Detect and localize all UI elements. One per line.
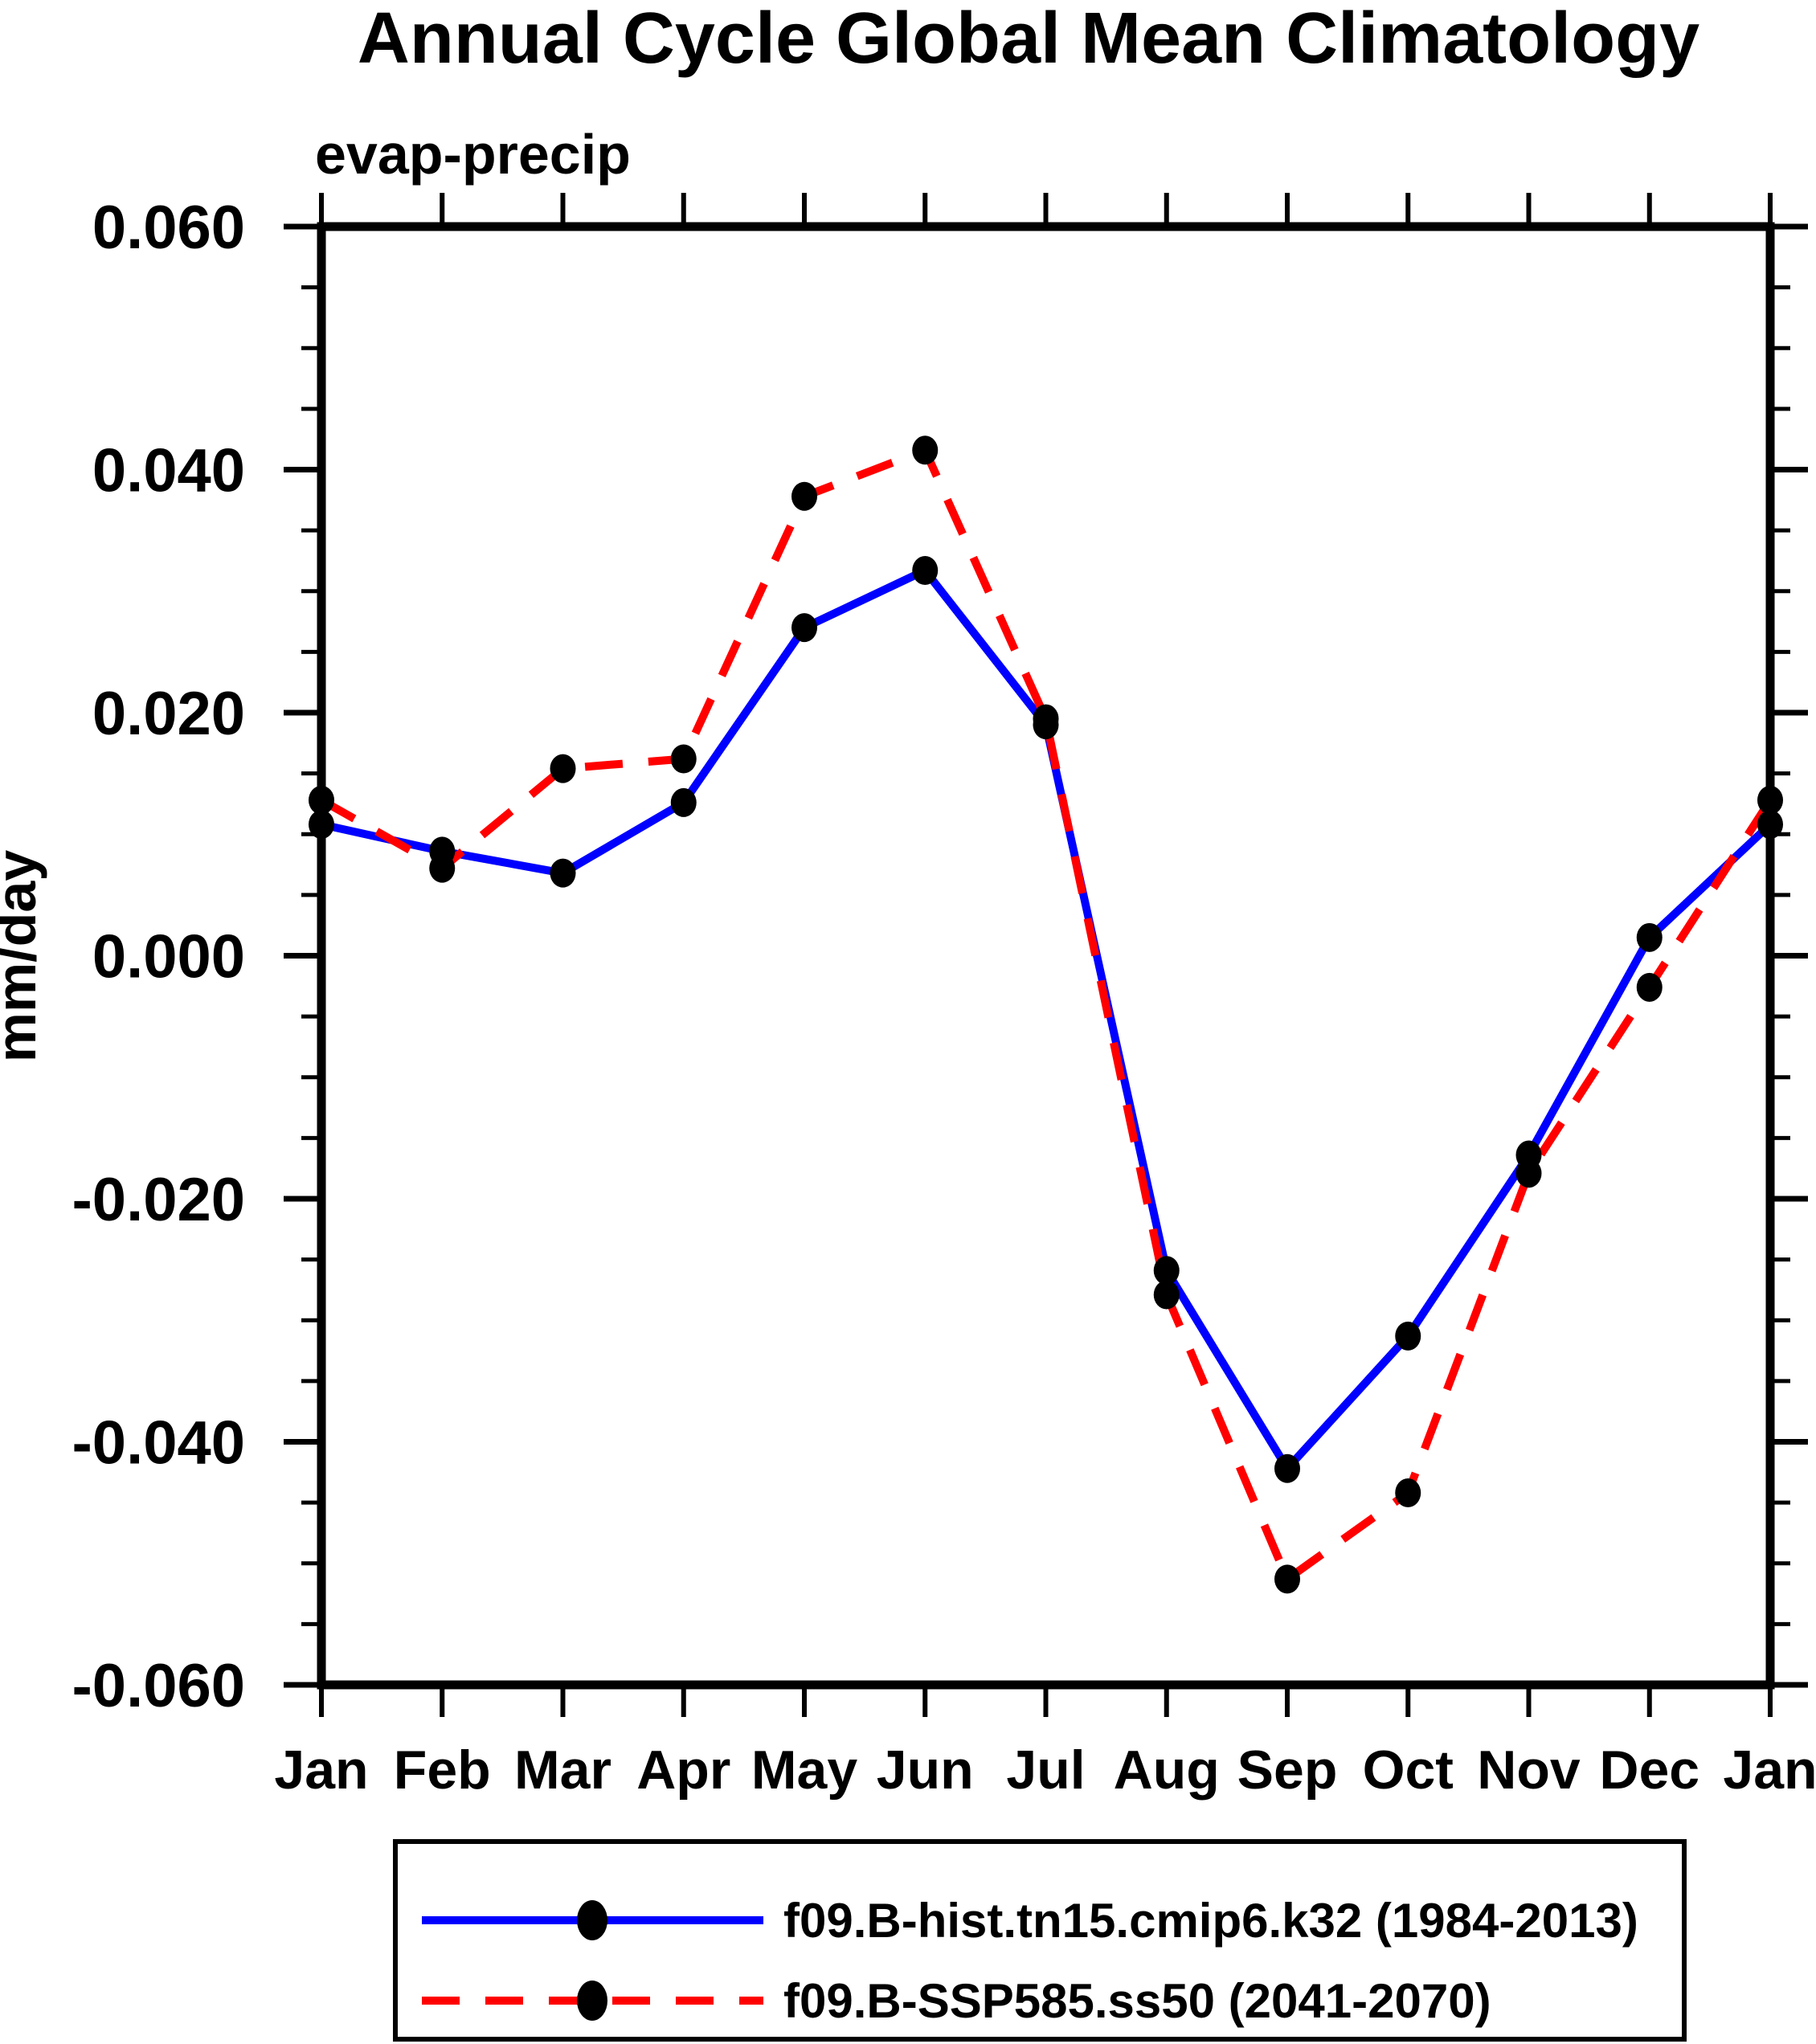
x-tick-label: Mar: [514, 1739, 611, 1801]
data-point-marker: [309, 785, 334, 815]
x-tick-label: Jan: [274, 1739, 368, 1801]
data-point-marker: [1395, 1478, 1421, 1508]
x-tick-label: Feb: [394, 1739, 491, 1801]
data-point-marker: [1274, 1453, 1300, 1483]
chart-title: Annual Cycle Global Mean Climatology: [358, 0, 1699, 79]
legend-box: [393, 1839, 1687, 2042]
x-tick-label: Nov: [1477, 1739, 1581, 1801]
y-tick-label: -0.040: [72, 1409, 246, 1478]
data-point-marker: [912, 556, 939, 586]
chart-subtitle: evap-precip: [315, 123, 631, 186]
data-point-marker: [912, 435, 939, 465]
data-point-marker: [670, 744, 697, 774]
data-point-marker: [1757, 785, 1783, 815]
x-tick-label: Jun: [877, 1739, 974, 1801]
data-point-marker: [1636, 972, 1663, 1002]
x-tick-label: May: [751, 1739, 857, 1801]
data-point-marker: [670, 787, 697, 817]
data-point-marker: [1153, 1256, 1180, 1286]
x-tick-label: Jan: [1723, 1739, 1816, 1801]
y-axis-title: mm/day: [0, 850, 47, 1063]
legend-label-hist: f09.B-hist.tn15.cmip6.k32 (1984-2013): [783, 1894, 1638, 1948]
legend-marker-icon: [577, 1981, 607, 2021]
data-point-marker: [429, 853, 456, 883]
data-point-marker: [1636, 922, 1663, 952]
y-tick-label: 0.060: [92, 194, 245, 262]
y-tick-label: -0.020: [72, 1166, 246, 1234]
y-tick-label: -0.060: [72, 1652, 246, 1720]
y-tick-label: 0.040: [92, 437, 245, 505]
x-tick-label: Dec: [1599, 1739, 1699, 1801]
series-line-1: [319, 446, 1774, 1584]
data-point-marker: [1274, 1564, 1300, 1594]
data-point-marker: [1395, 1321, 1421, 1351]
legend-label-ssp585: f09.B-SSP585.ss50 (2041-2070): [783, 1974, 1491, 2028]
data-point-marker: [550, 754, 576, 783]
data-point-marker: [309, 810, 334, 840]
x-tick-label: Jul: [1006, 1739, 1085, 1801]
plot-frame: [317, 222, 1775, 1690]
data-point-marker: [1033, 704, 1059, 734]
data-point-marker: [1515, 1159, 1542, 1188]
data-point-marker: [1757, 810, 1783, 840]
x-tick-label: Aug: [1114, 1739, 1220, 1801]
data-point-marker: [1153, 1280, 1180, 1310]
legend-marker-icon: [577, 1900, 607, 1940]
y-tick-label: 0.020: [92, 680, 245, 748]
x-tick-label: Oct: [1363, 1739, 1454, 1801]
data-point-marker: [550, 858, 576, 888]
y-tick-label: 0.000: [92, 923, 245, 991]
data-point-marker: [791, 613, 817, 643]
legend: f09.B-hist.tn15.cmip6.k32 (1984-2013) f0…: [393, 1839, 1687, 2042]
x-tick-label: Sep: [1237, 1739, 1338, 1801]
data-point-marker: [791, 481, 817, 511]
plot-area: Jan Feb Mar Apr May Jun Jul Aug Sep Oct Nov Dec Jan 0…: [72, 193, 1816, 1801]
x-tick-label: Apr: [636, 1739, 730, 1801]
